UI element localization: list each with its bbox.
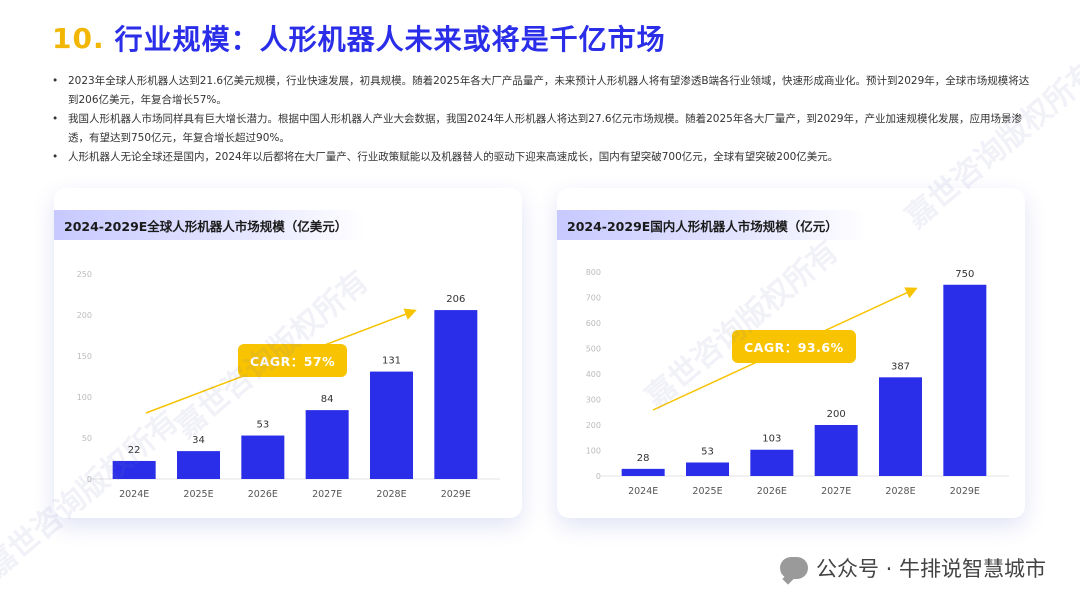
x-tick-label: 2027E bbox=[312, 489, 342, 500]
y-tick-label: 150 bbox=[77, 352, 92, 361]
bar bbox=[686, 462, 729, 476]
global-market-chart: 0 50 100 150 200 250 22 2024E 34 2025E 53 2026E 84 20… bbox=[77, 270, 500, 500]
x-tick-label: 2026E bbox=[248, 489, 278, 500]
data-label: 34 bbox=[192, 435, 205, 446]
page-title: 10. 行业规模：人形机器人未来或将是千亿市场 bbox=[52, 18, 666, 58]
bullet-list: 2023年全球人形机器人达到21.6亿美元规模，行业快速发展，初具规模。随着20… bbox=[52, 72, 1032, 167]
section-number: 10. bbox=[52, 21, 105, 55]
data-label: 206 bbox=[446, 294, 465, 305]
bar bbox=[305, 410, 349, 479]
domestic-market-chart: 0 100 200 300 400 500 600 700 800 28 2024E 53 2025E 1… bbox=[586, 268, 1009, 497]
x-tick-label: 2025E bbox=[183, 489, 213, 500]
footer-text: 公众号 · 牛排说智慧城市 bbox=[815, 557, 1046, 581]
bullet-item: 人形机器人无论全球还是国内，2024年以后都将在大厂量产、行业政策赋能以及机器替… bbox=[52, 148, 1032, 167]
data-label: 131 bbox=[382, 356, 401, 367]
data-label: 22 bbox=[128, 445, 141, 456]
cagr-badge: CAGR：57% bbox=[238, 344, 348, 377]
y-tick-label: 200 bbox=[586, 421, 601, 430]
y-tick-label: 400 bbox=[586, 370, 601, 379]
data-label: 103 bbox=[762, 434, 781, 445]
y-tick-label: 50 bbox=[82, 434, 92, 443]
bar bbox=[112, 460, 156, 479]
x-tick-label: 2028E bbox=[376, 489, 406, 500]
y-tick-label: 250 bbox=[77, 270, 92, 279]
x-tick-label: 2024E bbox=[119, 489, 149, 500]
cagr-badge: CAGR：93.6% bbox=[732, 330, 856, 363]
data-label: 28 bbox=[637, 453, 650, 464]
bar bbox=[814, 425, 858, 476]
bar bbox=[879, 377, 922, 476]
bar bbox=[943, 284, 987, 476]
y-tick-label: 600 bbox=[586, 319, 601, 328]
x-tick-label: 2024E bbox=[628, 486, 658, 497]
y-tick-label: 200 bbox=[77, 311, 92, 320]
x-tick-label: 2029E bbox=[950, 486, 980, 497]
x-tick-label: 2025E bbox=[692, 486, 722, 497]
y-tick-label: 500 bbox=[586, 345, 601, 354]
bullet-item: 我国人形机器人市场同样具有巨大增长潜力。根据中国人形机器人产业大会数据，我国20… bbox=[52, 110, 1032, 148]
wechat-icon bbox=[779, 557, 808, 579]
y-tick-label: 300 bbox=[586, 396, 601, 405]
bar bbox=[621, 468, 665, 476]
data-label: 200 bbox=[827, 409, 846, 420]
bullet-item: 2023年全球人形机器人达到21.6亿美元规模，行业快速发展，初具规模。随着20… bbox=[52, 72, 1032, 110]
bar bbox=[750, 449, 794, 476]
x-tick-label: 2029E bbox=[441, 489, 471, 500]
data-label: 387 bbox=[891, 361, 910, 372]
x-tick-label: 2027E bbox=[821, 486, 851, 497]
title-text: 行业规模：人形机器人未来或将是千亿市场 bbox=[114, 23, 666, 56]
y-tick-label: 0 bbox=[87, 475, 92, 484]
y-tick-label: 700 bbox=[586, 294, 601, 303]
domestic-market-chart-card: 2024-2029E国内人形机器人市场规模（亿元） 0 100 200 300 400 5… bbox=[557, 188, 1025, 518]
y-tick-label: 800 bbox=[586, 268, 601, 277]
data-label: 53 bbox=[256, 420, 269, 431]
x-tick-label: 2028E bbox=[885, 486, 915, 497]
data-label: 53 bbox=[701, 446, 714, 457]
global-market-chart-card: 2024-2029E全球人形机器人市场规模（亿美元） 0 50 100 150 200 2… bbox=[54, 188, 522, 518]
data-label: 750 bbox=[955, 269, 974, 280]
data-label: 84 bbox=[321, 394, 334, 405]
bar bbox=[241, 435, 285, 479]
footer: 公众号 · 牛排说智慧城市 bbox=[779, 552, 1046, 584]
y-tick-label: 100 bbox=[77, 393, 92, 402]
x-tick-label: 2026E bbox=[757, 486, 787, 497]
chart-title: 2024-2029E全球人形机器人市场规模（亿美元） bbox=[54, 210, 364, 240]
bar bbox=[177, 451, 220, 479]
bar bbox=[370, 371, 413, 479]
bar bbox=[434, 310, 478, 479]
y-tick-label: 100 bbox=[586, 447, 601, 456]
chart-title: 2024-2029E国内人形机器人市场规模（亿元） bbox=[557, 210, 867, 240]
y-tick-label: 0 bbox=[596, 472, 601, 481]
